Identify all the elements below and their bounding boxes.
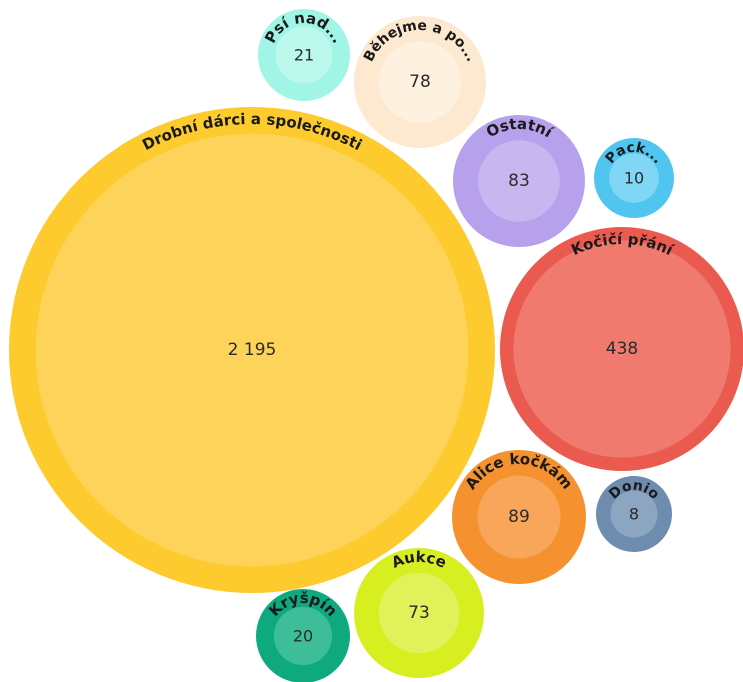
- bubble-inner-alice-kockam: [477, 475, 561, 559]
- bubble-value-alice-kockam: 89: [508, 507, 530, 527]
- bubble-value-ostatni: 83: [508, 171, 530, 191]
- bubble-aukce[interactable]: 73 Aukce: [354, 548, 484, 678]
- bubble-value-kocici-prani: 438: [606, 339, 638, 359]
- bubble-value-aukce: 73: [408, 603, 430, 623]
- bubble-value-psi-nad: 21: [294, 46, 314, 65]
- bubble-value-drobni-darci-a-spolecnosti: 2 195: [228, 340, 277, 360]
- bubble-value-kryspin: 20: [293, 627, 313, 646]
- bubble-inner-kryspin: [273, 606, 333, 666]
- bubble-pack[interactable]: 10Pack...: [594, 138, 674, 218]
- bubble-inner-donio: [610, 490, 658, 538]
- bubble-inner-ostatni: [478, 140, 560, 222]
- bubble-label-aukce: Aukce: [389, 548, 449, 572]
- bubble-inner-behejme-a-po: [379, 41, 461, 123]
- bubble-value-behejme-a-po: 78: [409, 72, 431, 92]
- bubble-inner-drobni-darci-a-spolecnosti: [35, 133, 469, 567]
- bubble-inner-aukce: [378, 572, 460, 654]
- bubble-value-donio: 8: [629, 505, 639, 524]
- bubble-inner-kocici-prani: [513, 240, 731, 458]
- bubble-value-pack: 10: [624, 169, 644, 188]
- bubble-inner-pack: [609, 153, 659, 203]
- bubble-inner-psi-nad: [275, 26, 333, 84]
